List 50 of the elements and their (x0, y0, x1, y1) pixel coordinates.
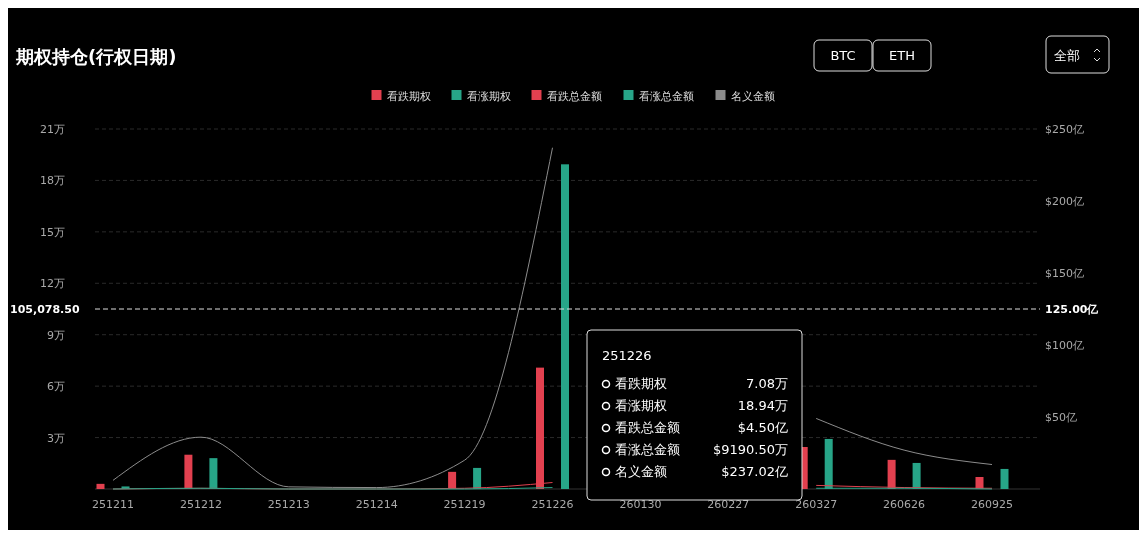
y2-tick-label: $200亿 (1045, 195, 1084, 208)
annotation: 18.94万 (737, 398, 788, 413)
x-tick-label: 260327 (795, 498, 838, 511)
annotation: 7.08万 (746, 376, 788, 391)
annotation: 看跌期权 (615, 376, 667, 391)
bar (184, 454, 193, 489)
y-tick-label: 6万 (47, 380, 65, 394)
ref-line-label: 125.00亿 (1045, 303, 1100, 316)
y-tick-label: 3万 (47, 431, 65, 445)
annotation: 看涨期权 (615, 398, 667, 413)
annotation: $9190.50万 (712, 442, 788, 457)
x-tick-label: 251214 (355, 498, 398, 511)
y-tick-label: 12万 (40, 277, 65, 291)
bar (1000, 468, 1009, 489)
dropdown-select: 全部 (1045, 35, 1110, 74)
y2-tick-label: $50亿 (1045, 411, 1077, 424)
annotation: 看跌总金额 (615, 420, 680, 435)
annotation: 看涨总金额 (615, 442, 680, 457)
toggle-button: BTC (813, 39, 873, 72)
x-tick-label: 260130 (619, 498, 662, 511)
y2-tick-label: $150亿 (1045, 267, 1084, 280)
y-tick-label: 18万 (40, 174, 65, 188)
annotation: 251226 (602, 348, 652, 363)
x-tick-label: 251219 (443, 498, 486, 511)
annotation: $4.50亿 (737, 420, 788, 435)
y-tick-label: 9万 (47, 328, 65, 342)
legend-label: 看跌期权 (386, 90, 431, 103)
y2-tick-label: $100亿 (1045, 339, 1084, 352)
x-tick-label: 251211 (92, 498, 134, 511)
x-tick-label: 251226 (531, 498, 574, 511)
annotation: 名义金额 (615, 464, 667, 479)
legend-label: 看涨期权 (466, 90, 511, 103)
x-tick-label: 251213 (267, 498, 310, 511)
legend-label: 看涨总金额 (638, 90, 694, 103)
y-tick-label: 21万 (40, 123, 65, 136)
legend-label: 看跌总金额 (546, 90, 602, 103)
legend-label: 名义金额 (730, 90, 775, 103)
bar (96, 483, 105, 489)
bar (561, 164, 569, 489)
y2-tick-label: $250亿 (1045, 123, 1084, 136)
x-tick-label: 260626 (883, 498, 926, 511)
chart-title: 期权持仓(行权日期) (15, 46, 177, 67)
text: 105,078.50 (10, 303, 80, 316)
x-tick-label: 260227 (707, 498, 750, 511)
y-tick-label: 15万 (40, 225, 65, 239)
x-tick-label: 260925 (971, 498, 1013, 511)
x-tick-label: 251212 (179, 498, 222, 511)
annotation: $237.02亿 (721, 464, 788, 479)
toggle-button: ETH (872, 39, 932, 72)
bar (448, 471, 457, 489)
